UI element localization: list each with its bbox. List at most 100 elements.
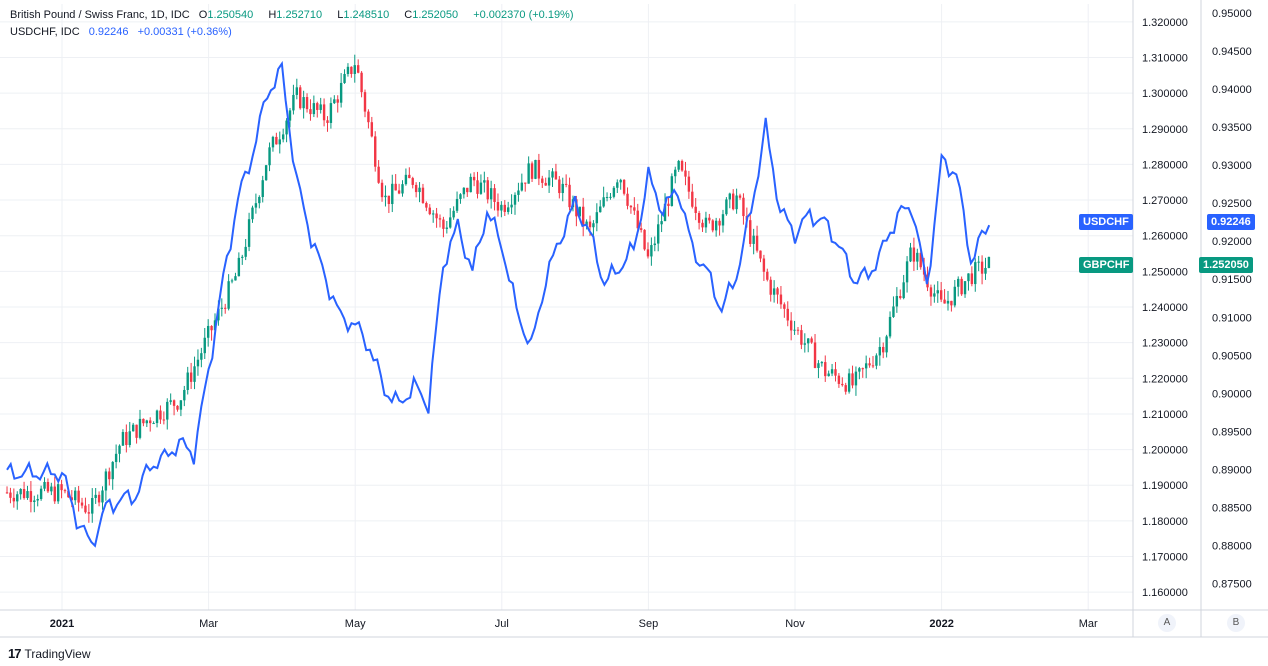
- candle-body: [459, 194, 462, 199]
- candle-body: [902, 282, 905, 299]
- candle-body: [22, 488, 26, 499]
- candle-body: [636, 210, 639, 229]
- gbpchf-symbol-tag: GBPCHF: [1079, 257, 1134, 273]
- candle-body: [278, 139, 281, 145]
- candle-body: [329, 103, 333, 123]
- usdchf-line: [6, 60, 991, 548]
- candle-body: [299, 87, 302, 109]
- candle-body: [970, 273, 974, 285]
- candle-body: [152, 423, 155, 425]
- candle-body: [455, 198, 459, 211]
- right-scale-tick: 0.87500: [1212, 578, 1252, 590]
- candle-body: [203, 337, 206, 354]
- candle-body: [302, 97, 305, 109]
- candle-body: [125, 432, 128, 445]
- candle-body: [292, 94, 295, 111]
- candle-body: [97, 494, 101, 503]
- candle-body: [793, 329, 796, 331]
- candle-body: [131, 424, 135, 432]
- candle-body: [653, 243, 656, 246]
- left-scale-tick: 1.300000: [1142, 88, 1188, 100]
- candle-body: [558, 179, 561, 194]
- x-axis-tick: Sep: [639, 618, 659, 630]
- left-scale-tick: 1.220000: [1142, 373, 1188, 385]
- candle-body: [12, 497, 16, 502]
- usdchf-price-tag: 0.92246: [1207, 214, 1255, 230]
- candle-body: [159, 410, 162, 420]
- candle-body: [595, 212, 599, 224]
- candle-body: [254, 203, 258, 208]
- candle-body: [554, 171, 558, 180]
- candle-body: [732, 193, 735, 210]
- candle-body: [619, 179, 622, 183]
- candle-body: [895, 295, 899, 307]
- candle-body: [909, 247, 912, 262]
- candle-body: [912, 247, 916, 262]
- candle-body: [742, 197, 745, 217]
- log-scale-button[interactable]: B: [1227, 614, 1245, 632]
- candle-body: [854, 371, 858, 386]
- candle-body: [421, 187, 425, 203]
- candle-body: [691, 191, 694, 207]
- candle-body: [384, 195, 387, 198]
- candle-body: [766, 271, 769, 280]
- candle-body: [179, 400, 183, 410]
- candle-body: [837, 375, 841, 384]
- candle-body: [786, 308, 789, 321]
- compare-series-value: 0.92246: [88, 26, 129, 38]
- brand-name: TradingView: [24, 646, 91, 661]
- candle-body: [830, 369, 834, 374]
- candle-body: [343, 73, 346, 83]
- x-axis-tick: Nov: [785, 618, 805, 630]
- candle-body: [29, 491, 33, 502]
- candle-body: [333, 99, 336, 104]
- right-scale-tick: 0.92500: [1212, 198, 1252, 210]
- candle-body: [759, 250, 762, 259]
- candle-body: [462, 187, 466, 195]
- candle-body: [172, 400, 176, 406]
- candle-body: [646, 249, 650, 257]
- candle-body: [663, 203, 667, 222]
- tradingview-brand[interactable]: 17 TradingView: [8, 646, 91, 661]
- candle-body: [697, 212, 701, 223]
- candle-body: [251, 207, 254, 220]
- candle-body: [783, 304, 786, 309]
- left-scale-tick: 1.180000: [1142, 516, 1188, 528]
- candle-body: [728, 193, 731, 200]
- candle-body: [288, 110, 292, 121]
- candle-body: [224, 307, 227, 309]
- candle-body: [987, 256, 991, 268]
- candle-body: [36, 499, 39, 501]
- candle-body: [537, 159, 541, 179]
- auto-scale-button[interactable]: A: [1158, 614, 1176, 632]
- candle-body: [527, 163, 530, 184]
- candle-body: [803, 343, 807, 345]
- candle-body: [694, 206, 697, 213]
- candle-body: [476, 180, 479, 194]
- candle-body: [166, 401, 169, 420]
- candle-body: [946, 300, 950, 304]
- candle-body: [489, 188, 493, 200]
- right-scale-tick: 0.95000: [1212, 8, 1252, 20]
- candle-body: [888, 316, 892, 337]
- main-series-change: +0.002370 (+0.19%): [473, 9, 574, 21]
- candle-body: [643, 229, 646, 250]
- right-scale-tick: 0.94000: [1212, 84, 1252, 96]
- candle-body: [418, 187, 421, 193]
- right-scale-tick: 0.90500: [1212, 350, 1252, 362]
- candle-body: [449, 217, 452, 228]
- candle-body: [87, 512, 91, 514]
- candle-body: [824, 362, 827, 377]
- candle-body: [984, 267, 987, 274]
- candle-body: [9, 492, 12, 498]
- candle-body: [919, 252, 922, 268]
- candle-body: [977, 261, 980, 263]
- right-scale-tick: 0.89500: [1212, 426, 1252, 438]
- usdchf-symbol-tag: USDCHF: [1079, 214, 1133, 230]
- candle-body: [749, 220, 752, 244]
- candle-body: [220, 307, 224, 309]
- candle-body: [796, 329, 800, 331]
- candle-body: [496, 201, 500, 211]
- candle-body: [135, 424, 138, 438]
